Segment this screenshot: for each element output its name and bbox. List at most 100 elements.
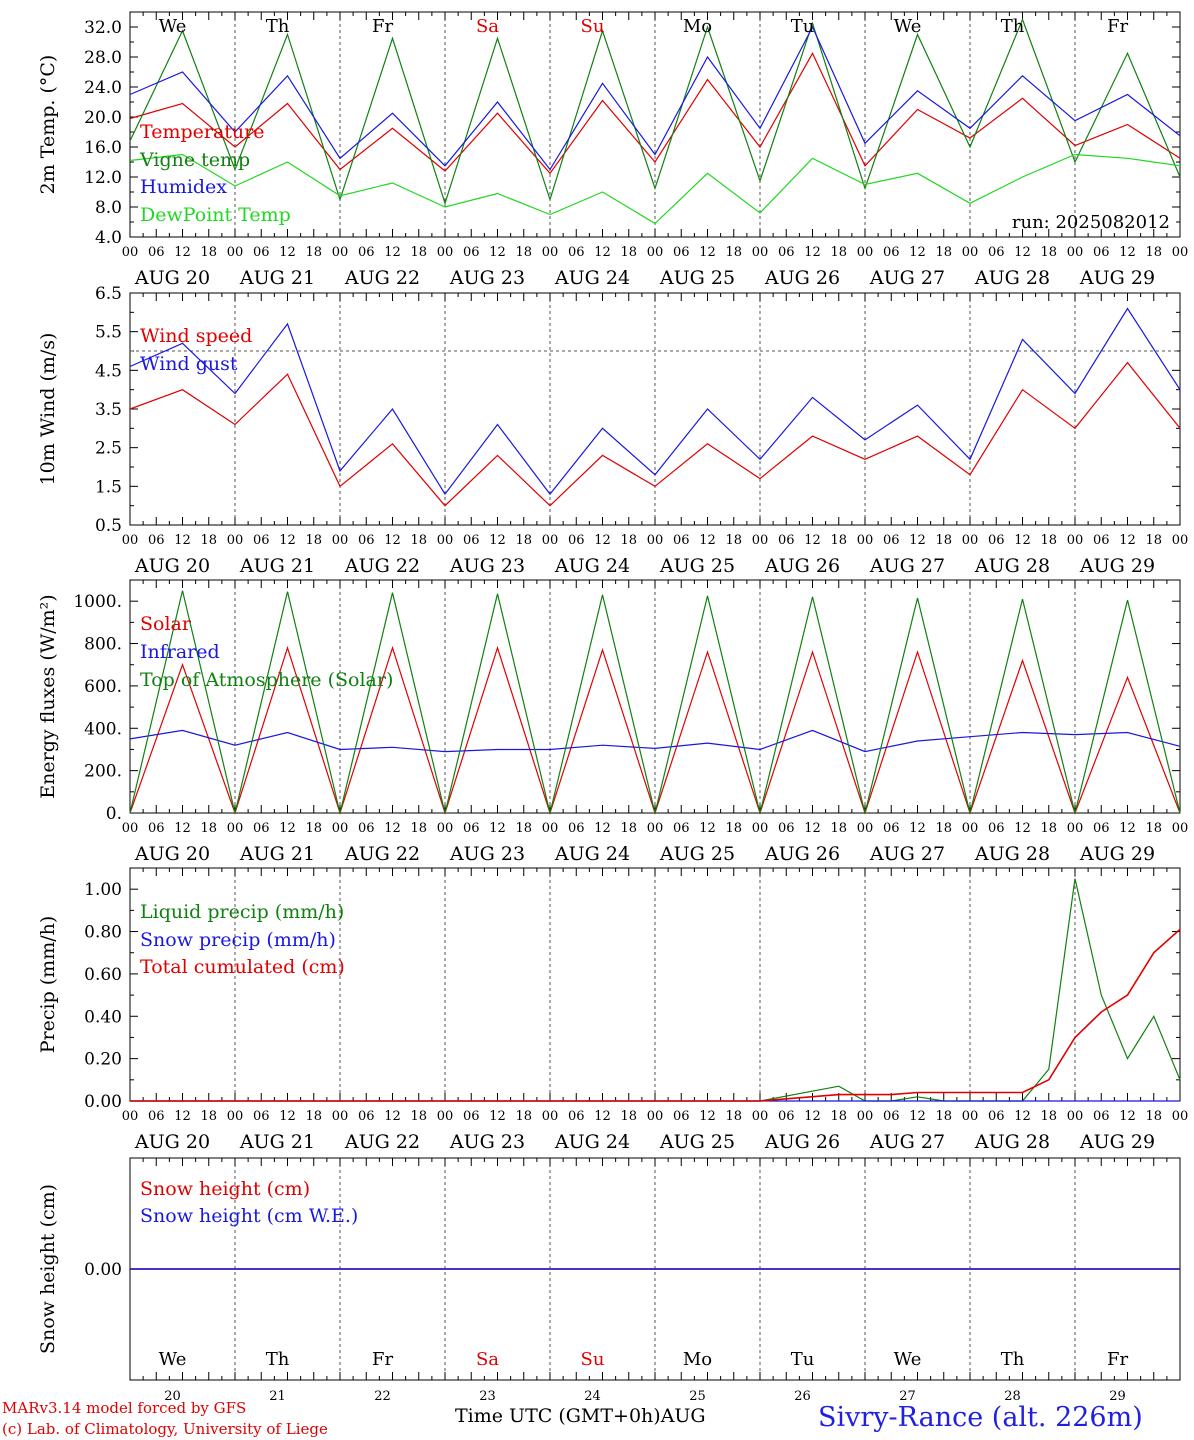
hour-tick-label: 18 [725,533,742,548]
hour-tick-label: 06 [463,533,480,548]
hour-tick-label: 00 [647,245,664,260]
hour-tick-label: 18 [620,821,637,836]
hour-tick-label: 18 [410,821,427,836]
hour-tick-label: 00 [962,821,979,836]
date-label: AUG 23 [449,843,525,865]
hour-tick-label: 12 [699,245,716,260]
hour-tick-label: 00 [752,533,769,548]
hour-tick-label: 06 [148,533,165,548]
hour-tick-label: 06 [778,821,795,836]
date-label: AUG 24 [554,843,630,865]
hour-tick-label: 06 [253,245,270,260]
hour-tick-label: 12 [1014,821,1031,836]
day-name-label: Fr [1107,16,1128,37]
hour-tick-label: 12 [1014,1109,1031,1124]
hour-tick-label: 06 [988,245,1005,260]
legend-entry: Snow precip (mm/h) [140,929,336,951]
hour-tick-label: 18 [200,1109,217,1124]
hour-tick-label: 00 [1067,1109,1084,1124]
hour-tick-label: 18 [830,821,847,836]
hour-tick-label: 18 [830,533,847,548]
hour-tick-label: 06 [988,821,1005,836]
hour-tick-label: 00 [857,1109,874,1124]
hour-tick-label: 18 [935,245,952,260]
legend-entry: Infrared [140,641,220,663]
hour-tick-label: 18 [200,245,217,260]
hour-tick-label: 12 [1119,533,1136,548]
hour-tick-label: 06 [1093,533,1110,548]
hour-tick-label: 18 [935,1109,952,1124]
day-name-label: Fr [1107,1349,1128,1370]
hour-tick-label: 12 [174,1109,191,1124]
day-name-label: Sa [476,1349,499,1370]
legend-entry: Humidex [140,176,227,198]
date-label: AUG 26 [764,843,840,865]
hour-tick-label: 06 [1093,1109,1110,1124]
hour-tick-label: 18 [620,1109,637,1124]
y-axis-title: Snow height (cm) [37,1184,59,1354]
legend-entry: Solar [140,613,192,635]
hour-tick-label: 12 [699,1109,716,1124]
series-line [129,153,1181,225]
day-name-label: Sa [476,16,499,37]
day-number-label: 26 [794,1389,811,1404]
hour-tick-label: 18 [830,1109,847,1124]
hour-tick-label: 18 [1040,821,1057,836]
hour-tick-label: 12 [804,1109,821,1124]
y-tick-label: 800. [84,635,122,655]
hour-tick-label: 18 [305,533,322,548]
date-label: AUG 23 [449,555,525,577]
legend-entry: Snow height (cm W.E.) [140,1205,358,1227]
hour-tick-label: 06 [988,1109,1005,1124]
hour-tick-label: 18 [515,533,532,548]
hour-tick-label: 18 [1040,245,1057,260]
hour-tick-label: 12 [489,245,506,260]
hour-tick-label: 00 [1067,245,1084,260]
legend-entry: Temperature [140,121,264,143]
hour-tick-label: 12 [1014,533,1031,548]
day-number-label: 22 [374,1389,391,1404]
legend-entry: Wind gust [140,353,238,375]
legend-entry: DewPoint Temp [140,204,291,226]
hour-tick-label: 18 [1040,1109,1057,1124]
hour-tick-label: 06 [673,1109,690,1124]
date-label: AUG 21 [239,267,315,289]
hour-tick-label: 00 [437,1109,454,1124]
day-name-label: Mo [683,16,712,37]
day-number-label: 21 [269,1389,286,1404]
date-label: AUG 21 [239,555,315,577]
date-label: AUG 25 [659,267,735,289]
date-label: AUG 24 [554,267,630,289]
hour-tick-label: 18 [1145,245,1162,260]
hour-tick-label: 06 [778,533,795,548]
date-label: AUG 29 [1079,267,1155,289]
hour-tick-label: 18 [200,533,217,548]
day-name-label: Tu [791,1349,815,1370]
day-name-label: We [894,16,922,37]
date-label: AUG 23 [449,267,525,289]
hour-tick-label: 06 [253,821,270,836]
hour-tick-label: 12 [384,245,401,260]
hour-tick-label: 00 [332,821,349,836]
hour-tick-label: 00 [542,245,559,260]
model-credit-line: MARv3.14 model forced by GFS [2,1399,247,1417]
hour-tick-label: 00 [122,245,139,260]
day-name-label: We [159,1349,187,1370]
hour-tick-label: 18 [725,821,742,836]
hour-tick-label: 18 [305,1109,322,1124]
hour-tick-label: 12 [384,821,401,836]
x-axis-title-text: Time UTC (GMT+0h) [455,1405,661,1427]
day-number-label: 27 [899,1389,916,1404]
hour-tick-label: 06 [883,533,900,548]
hour-tick-label: 06 [988,533,1005,548]
lab-credit-line: (c) Lab. of Climatology, University of L… [2,1420,328,1438]
legend-entry: Liquid precip (mm/h) [140,901,344,923]
y-axis-title: 10m Wind (m/s) [37,333,59,486]
panel-wind: 0.5 1.5 2.5 3.5 4.5 5.5 6.5 10m Wind (m/s) Wind … [37,284,1188,577]
hour-tick-label: 00 [227,821,244,836]
hour-tick-label: 00 [1172,821,1189,836]
hour-tick-label: 12 [489,821,506,836]
day-name-label: Fr [372,16,393,37]
hour-tick-label: 12 [1119,821,1136,836]
